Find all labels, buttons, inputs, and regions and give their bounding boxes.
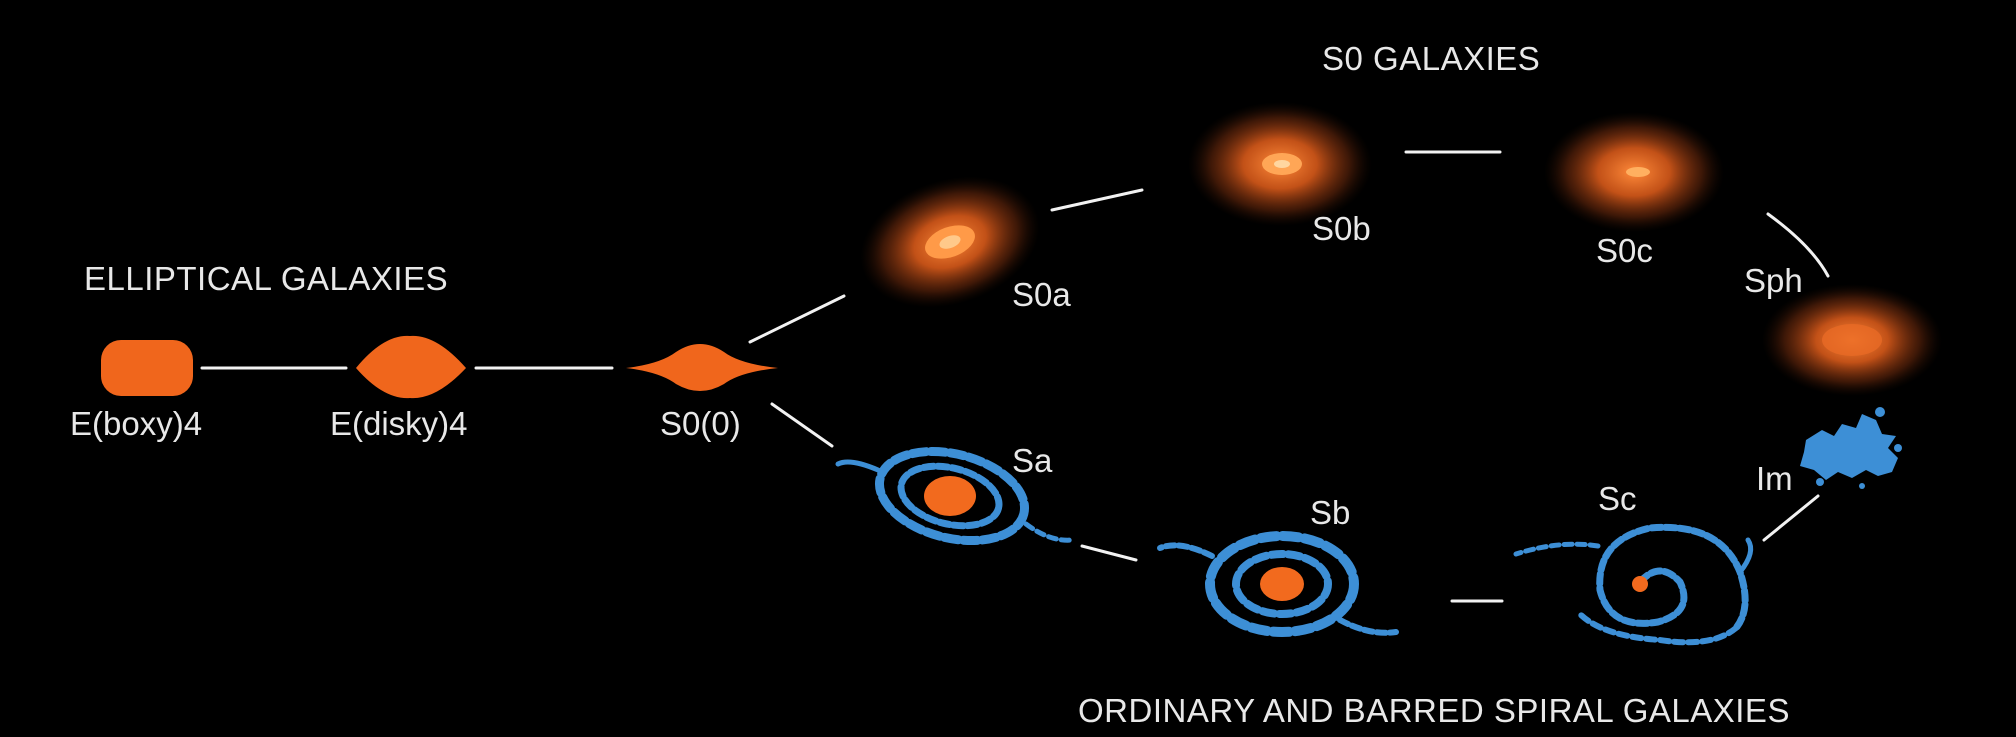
galaxy-sb: Sb — [1157, 494, 1399, 637]
connector-sc-im — [1762, 494, 1820, 542]
sb-arm-right — [1337, 617, 1399, 636]
s0-galaxies-heading: S0 GALAXIES — [1322, 40, 1540, 77]
sc-spiral-arms — [1513, 523, 1754, 646]
sa-arm-right — [1023, 521, 1075, 543]
sph-core — [1822, 324, 1882, 356]
connector-s0c-sph — [1766, 212, 1830, 278]
galaxy-e-disky: E(disky)4 — [330, 335, 468, 442]
galaxy-s0-0: S0(0) — [626, 344, 778, 442]
im-irregular-shape — [1800, 407, 1902, 489]
im-clump-b — [1894, 444, 1902, 452]
sc-arm-outer — [1575, 609, 1739, 646]
label-sph: Sph — [1744, 262, 1803, 299]
connector-s0a-s0b — [1050, 188, 1144, 212]
label-e-disky: E(disky)4 — [330, 405, 468, 442]
connector-s0-s0a — [748, 294, 846, 344]
sc-arm-left — [1513, 541, 1601, 557]
galaxy-sc: Sc — [1513, 480, 1754, 646]
label-s0a: S0a — [1012, 276, 1071, 313]
galaxy-s0c: S0c — [1544, 112, 1724, 269]
spiral-galaxies-heading: ORDINARY AND BARRED SPIRAL GALAXIES — [1078, 692, 1790, 729]
connector-lines — [200, 150, 1830, 603]
s0b-nucleus — [1274, 160, 1290, 168]
label-sa: Sa — [1012, 442, 1053, 479]
lenticular-edge-on-shape — [626, 344, 778, 391]
sb-arm-left — [1157, 542, 1215, 559]
sb-inner-ring — [1232, 550, 1332, 618]
connector-s0-sa — [770, 402, 834, 448]
label-s0-0: S0(0) — [660, 405, 741, 442]
sb-bulge — [1260, 567, 1304, 601]
sa-inner-ring — [897, 462, 1003, 530]
im-body — [1800, 414, 1898, 480]
galaxy-sa: Sa — [835, 442, 1075, 546]
label-e-boxy: E(boxy)4 — [70, 405, 202, 442]
label-sc: Sc — [1598, 480, 1637, 517]
sa-outer-ring — [874, 446, 1030, 546]
label-s0c: S0c — [1596, 232, 1653, 269]
sa-spiral-arms — [835, 446, 1075, 546]
connector-sa-sb — [1080, 544, 1138, 562]
label-im: Im — [1756, 460, 1793, 497]
sb-outer-ring — [1205, 531, 1359, 637]
im-clump-c — [1816, 478, 1824, 486]
galaxy-sph: Sph — [1744, 262, 1942, 396]
s0a-nucleus — [939, 235, 961, 249]
sb-spiral-arms — [1157, 531, 1399, 637]
galaxy-s0a: S0a — [860, 176, 1071, 313]
label-sb: Sb — [1310, 494, 1350, 531]
disky-elliptical-shape — [356, 335, 466, 399]
galaxy-im: Im — [1756, 407, 1902, 497]
label-s0b: S0b — [1312, 210, 1371, 247]
elliptical-galaxies-heading: ELLIPTICAL GALAXIES — [84, 260, 448, 297]
boxy-elliptical-shape — [101, 340, 193, 396]
galaxy-s0b: S0b — [1188, 102, 1372, 247]
im-clump-d — [1859, 483, 1865, 489]
im-clump-a — [1875, 407, 1885, 417]
galaxy-e-boxy: E(boxy)4 — [70, 340, 202, 442]
sc-bulge — [1632, 576, 1648, 592]
s0c-core — [1626, 167, 1650, 177]
sa-bulge — [924, 476, 976, 516]
sc-arm-right — [1737, 537, 1754, 575]
sa-arm-left — [835, 459, 881, 473]
